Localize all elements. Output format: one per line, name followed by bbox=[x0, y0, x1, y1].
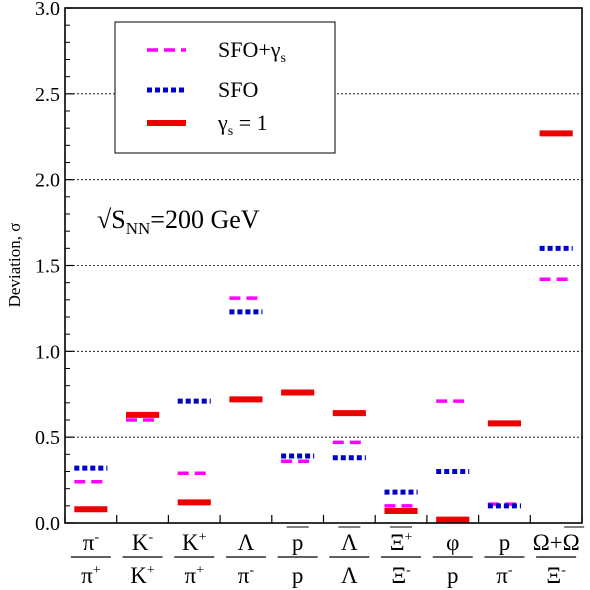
svg-text:Ξ+: Ξ+ bbox=[390, 530, 413, 555]
svg-text:π-: π- bbox=[238, 563, 255, 588]
energy-annotation: √SNN=200 GeV bbox=[97, 205, 260, 238]
x-tick-label: p π- bbox=[484, 530, 525, 588]
svg-text:p: p bbox=[447, 563, 459, 588]
y-tick-label: 2.0 bbox=[35, 170, 60, 192]
x-tick-label: pp bbox=[277, 526, 318, 588]
svg-text:Λ: Λ bbox=[341, 530, 358, 555]
svg-text:Ξ-: Ξ- bbox=[391, 563, 411, 588]
axes: 0.0 0.5 1.0 1.5 2.0 2.5 3.0 bbox=[35, 0, 583, 535]
svg-text:Λ: Λ bbox=[341, 563, 358, 588]
x-tick-label: Ξ+ Ξ- bbox=[381, 526, 422, 588]
y-tick-label: 2.5 bbox=[35, 84, 60, 106]
legend-label: SFO bbox=[218, 77, 258, 102]
svg-text:K-: K- bbox=[132, 530, 154, 555]
y-tick-label: 1.0 bbox=[35, 341, 60, 363]
x-tick-label: Ω+Ω Ξ- bbox=[533, 526, 585, 588]
energy-annotation-sub: NN bbox=[126, 219, 151, 238]
energy-annotation-prefix: √S bbox=[97, 205, 126, 234]
legend-label: SFO+γs bbox=[218, 37, 286, 66]
svg-text:Ξ-: Ξ- bbox=[546, 563, 566, 588]
energy-annotation-suffix: =200 GeV bbox=[150, 205, 259, 234]
y-tick-label: 0.0 bbox=[35, 513, 60, 535]
y-tick-label: 3.0 bbox=[35, 0, 60, 20]
x-tick-label: ΛΛ bbox=[329, 526, 370, 588]
svg-text:Λ: Λ bbox=[238, 530, 255, 555]
svg-text:p: p bbox=[292, 563, 304, 588]
x-tick-label: π-π+ bbox=[70, 530, 111, 588]
svg-text:φ: φ bbox=[446, 530, 459, 555]
svg-text:K+: K+ bbox=[130, 563, 155, 588]
svg-text:p: p bbox=[499, 530, 511, 555]
svg-text:π+: π+ bbox=[184, 563, 204, 588]
x-tick-label: K+ π+ bbox=[174, 530, 215, 588]
y-tick-label: 0.5 bbox=[35, 427, 60, 449]
x-tick-label: K- K+ bbox=[122, 530, 163, 588]
svg-text:Ω+Ω: Ω+Ω bbox=[533, 530, 580, 555]
svg-text:K+: K+ bbox=[182, 530, 207, 555]
svg-text:π-: π- bbox=[83, 530, 100, 555]
x-tick-label: Λπ- bbox=[225, 530, 266, 588]
legend-label: γs = 1 bbox=[217, 110, 268, 139]
svg-text:p: p bbox=[292, 530, 304, 555]
svg-text:π-: π- bbox=[496, 563, 513, 588]
legend: SFO+γs SFO γs = 1 bbox=[114, 21, 336, 154]
y-tick-label: 1.5 bbox=[35, 256, 60, 278]
x-tick-label: φp bbox=[432, 530, 473, 588]
svg-text:π+: π+ bbox=[81, 563, 101, 588]
y-axis-label: Deviation, σ bbox=[5, 223, 24, 308]
data-marks bbox=[74, 130, 573, 523]
